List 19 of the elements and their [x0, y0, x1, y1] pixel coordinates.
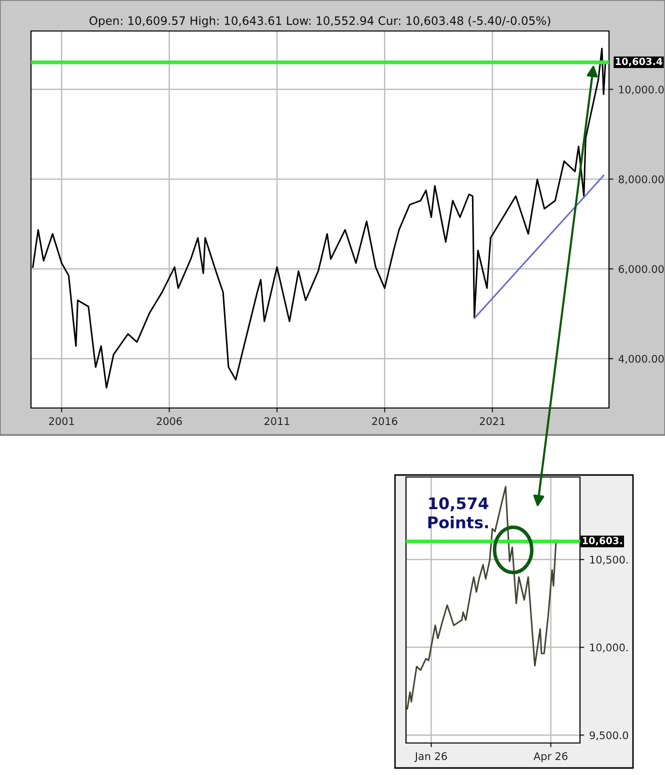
y-tick-label: 9,500.0 [590, 731, 628, 740]
y-tick-label: 10,500. [590, 556, 628, 565]
chart-subtitle: Open: 10,609.57 High: 10,643.61 Low: 10,552.94 Cur: 10,603.48 (-5.40/-0.05%) [90, 16, 550, 28]
y-tick-label: 6,000.00 [618, 265, 664, 274]
ref-line-label: 10,603.4 [616, 58, 662, 66]
x-tick-label: Apr 26 [534, 752, 568, 762]
y-tick-label: 8,000.00 [618, 175, 664, 184]
x-tick-label: 2021 [480, 417, 505, 426]
ref-line-label: 10,603. [582, 536, 622, 546]
x-tick-label: 2016 [372, 417, 398, 426]
line-series [406, 486, 557, 710]
x-tick-label: 2011 [264, 417, 290, 426]
y-tick-label: 10,000.0 [619, 86, 664, 95]
x-tick-label: 2001 [49, 417, 74, 426]
x-tick-label: 2006 [156, 417, 182, 426]
annotation: 10,574 Points. [428, 497, 488, 528]
x-tick-label: Jan 26 [414, 752, 447, 762]
y-tick-label: 4,000.00 [618, 354, 664, 364]
y-tick-label: 10,000. [590, 644, 628, 652]
